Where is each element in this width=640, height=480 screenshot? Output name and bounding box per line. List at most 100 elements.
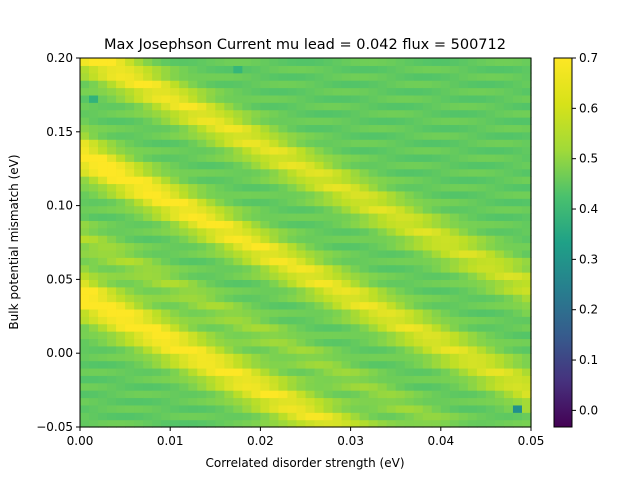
heatmap-cell [323, 131, 334, 140]
heatmap-cell [98, 139, 108, 148]
heatmap-cell [332, 360, 343, 369]
heatmap-cell [332, 80, 343, 89]
heatmap-cell [269, 190, 280, 199]
heatmap-cell [332, 131, 343, 140]
heatmap-cell [476, 58, 487, 66]
heatmap-cell [269, 382, 280, 391]
heatmap-cell [161, 176, 171, 185]
heatmap-cell [305, 331, 316, 340]
heatmap-cell [350, 168, 361, 177]
heatmap-cell [260, 316, 271, 325]
heatmap-cell [233, 87, 243, 96]
heatmap-cell [332, 286, 343, 295]
heatmap-cell [98, 286, 108, 295]
heatmap-cell [521, 146, 532, 155]
heatmap-cell [494, 301, 505, 310]
heatmap-cell [269, 279, 280, 288]
heatmap-cell [503, 198, 514, 207]
heatmap-cell [269, 367, 280, 376]
heatmap-cell [170, 212, 180, 221]
heatmap-cell [233, 198, 243, 207]
heatmap-cell [170, 72, 180, 81]
heatmap-cell [251, 176, 261, 185]
heatmap-cell [377, 72, 388, 81]
heatmap-cell [269, 323, 280, 332]
heatmap-cell [143, 146, 153, 155]
heatmap-cell [458, 161, 469, 170]
heatmap-cell [233, 153, 243, 162]
heatmap-cell [278, 109, 289, 118]
heatmap-cell [332, 257, 343, 266]
heatmap-cell [449, 264, 460, 273]
heatmap-cell [305, 272, 316, 280]
heatmap-cell [521, 124, 532, 133]
heatmap-cell [458, 190, 469, 199]
heatmap-cell [206, 264, 216, 273]
heatmap-cell [512, 412, 523, 421]
heatmap-cell [260, 375, 271, 384]
heatmap-cell [476, 168, 487, 177]
heatmap-cell [350, 257, 361, 266]
heatmap-cell [422, 308, 433, 317]
heatmap-cell [287, 94, 298, 103]
heatmap-cell [89, 249, 99, 258]
heatmap-cell [296, 419, 307, 428]
heatmap-cell [152, 117, 162, 126]
heatmap-cell [287, 168, 298, 177]
heatmap-cell [305, 72, 316, 81]
heatmap-cell [431, 72, 442, 81]
heatmap-cell [332, 65, 343, 74]
heatmap-cell [323, 80, 334, 89]
heatmap-cell [305, 404, 316, 413]
heatmap-cell [323, 153, 334, 162]
heatmap-cell [188, 316, 198, 325]
heatmap-cell [494, 308, 505, 317]
heatmap-cell [80, 102, 90, 111]
heatmap-cell [107, 272, 117, 280]
heatmap-cell [134, 308, 144, 317]
heatmap-cell [269, 205, 280, 214]
heatmap-cell [251, 353, 261, 362]
heatmap-cell [287, 301, 298, 310]
heatmap-cell [314, 161, 325, 170]
heatmap-cell [197, 390, 207, 399]
heatmap-cell [296, 323, 307, 332]
heatmap-cell [179, 367, 189, 376]
heatmap-cell [359, 301, 370, 310]
heatmap-cell [440, 117, 451, 126]
heatmap-cell [287, 397, 298, 406]
heatmap-cell [125, 286, 135, 295]
heatmap-cell [332, 124, 343, 133]
heatmap-cell [206, 235, 216, 244]
heatmap-cell [152, 87, 162, 96]
heatmap-cell [206, 279, 216, 288]
heatmap-cell [359, 161, 370, 170]
heatmap-cell [449, 190, 460, 199]
heatmap-cell [215, 72, 225, 81]
heatmap-cell [485, 286, 496, 295]
heatmap-cell [188, 360, 198, 369]
heatmap-cell [494, 139, 505, 148]
heatmap-cell [107, 242, 117, 251]
heatmap-cell [431, 227, 442, 236]
heatmap-cell [215, 308, 225, 317]
heatmap-cell [476, 87, 487, 96]
heatmap-cell [359, 308, 370, 317]
heatmap-cell [521, 87, 532, 96]
heatmap-cell [80, 168, 90, 177]
heatmap-cell [188, 272, 198, 280]
heatmap-cell [152, 338, 162, 347]
heatmap-cell [359, 257, 370, 266]
heatmap-cell [449, 249, 460, 258]
heatmap-cell [467, 249, 478, 258]
heatmap-cell [386, 176, 397, 185]
heatmap-cell [314, 146, 325, 155]
heatmap-cell [179, 294, 189, 303]
heatmap-cell [134, 139, 144, 148]
heatmap-cell [98, 264, 108, 273]
heatmap-cell [458, 382, 469, 391]
heatmap-cell [242, 80, 252, 89]
heatmap-cell [242, 139, 252, 148]
heatmap-cell [458, 131, 469, 140]
heatmap-cell [521, 190, 532, 199]
